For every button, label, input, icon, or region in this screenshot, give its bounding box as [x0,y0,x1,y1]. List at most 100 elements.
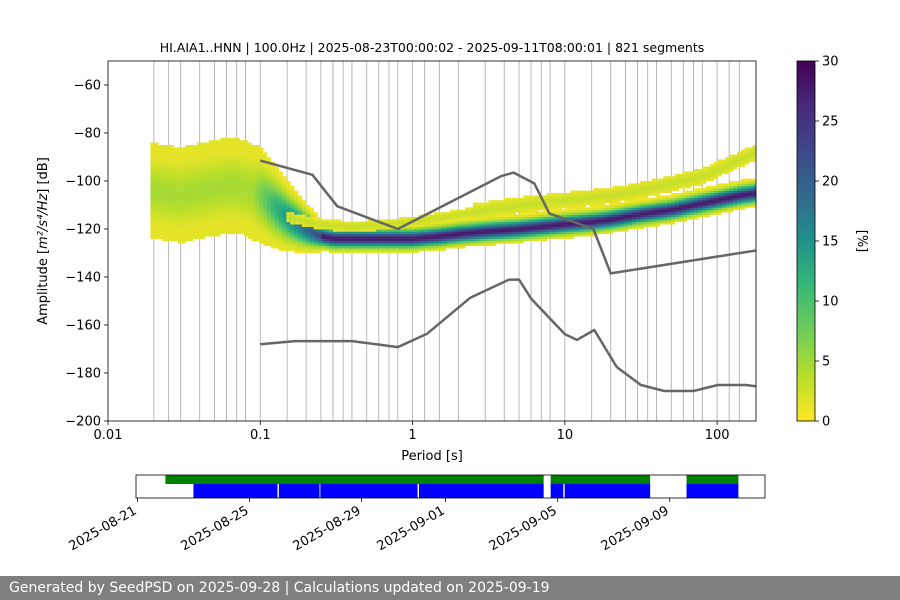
heat-cell [305,245,311,249]
heat-cell [371,236,377,239]
heat-cell [239,217,244,220]
heat-cell [379,231,384,235]
heat-cell [651,197,656,201]
heat-cell [305,224,311,227]
heat-cell [329,229,334,232]
heat-cell [150,152,155,155]
heat-cell [181,147,186,151]
heat-cell [232,197,237,201]
heat-cell [309,250,314,254]
heat-cell [282,205,287,208]
heat-cell [752,190,756,194]
heat-cell [333,229,338,232]
heat-cell [317,226,322,230]
heat-cell [208,173,213,177]
heat-cell [383,226,388,230]
heat-cell [737,205,742,208]
heat-cell [570,193,575,196]
heat-cell [169,233,175,237]
heat-cell [177,161,182,165]
heat-cell [740,202,746,206]
heat-cell [270,193,276,196]
heat-cell [445,236,450,239]
heat-cell [282,224,287,227]
heat-cell [228,185,233,189]
heat-cell [263,229,268,232]
heat-cell [756,193,760,196]
y-axis-label-units: m²/s⁴/Hz [36,193,51,249]
heat-cell [150,221,155,225]
heat-cell [604,193,610,196]
heat-cell [550,200,555,203]
date-tick-label: 2025-08-29 [291,503,364,554]
heat-cell [208,231,213,235]
heat-cell [193,226,198,230]
heat-cell [243,157,248,160]
heat-cell [243,200,248,203]
heat-cell [220,202,225,206]
heat-cell [239,173,244,177]
heat-cell [729,185,734,189]
heat-cell [189,171,194,175]
heat-cell [488,214,493,218]
heat-cell [286,200,291,203]
heat-cell [177,236,182,239]
heat-cell [185,166,190,170]
heat-cell [344,245,349,249]
heat-cell [255,169,260,172]
heat-cell [472,229,478,232]
heat-cell [274,193,279,196]
heat-cell [165,169,171,172]
heat-cell [558,212,563,215]
heat-cell [158,233,163,237]
heat-cell [278,229,283,232]
heat-cell [430,224,435,227]
heat-cell [453,238,458,242]
heat-cell [185,154,190,158]
heat-cell [259,241,264,244]
heat-cell [282,221,287,225]
heat-cell [441,221,446,225]
heat-cell [542,231,547,235]
heat-cell [488,226,493,230]
heat-cell [698,197,703,201]
heat-cell [286,231,291,235]
heat-cell [193,147,198,151]
heat-cell [259,217,264,220]
heat-cell [333,226,338,230]
heat-cell [383,233,388,237]
heat-cell [604,226,610,230]
heat-cell [266,219,272,223]
date-ticks: 2025-08-21 2025-08-25 2025-08-29 2025-09-01… [66,498,672,554]
heat-cell [581,229,586,232]
heat-cell [321,243,326,247]
heat-cell [360,245,365,249]
heat-cell [197,190,202,194]
heat-cell [655,207,660,211]
heat-cell [437,221,443,225]
heat-cell [713,207,718,211]
heat-cell [251,178,256,182]
heat-cell [216,147,221,151]
heat-cell [643,185,649,189]
heat-cell [538,207,544,211]
heat-cell [162,226,167,230]
heat-cell [430,231,435,235]
heat-cell [484,219,489,223]
heat-cell [445,212,450,215]
heat-cell [492,217,497,220]
heat-cell [344,241,349,244]
heat-cell [255,149,260,153]
heat-cell [181,185,186,189]
heat-cell [247,209,252,213]
heat-cell [274,245,279,249]
heat-cell [465,207,470,211]
heat-cell [667,181,672,184]
heat-cell [154,195,159,199]
heat-cell [678,193,683,196]
heat-cell [608,200,614,203]
heat-cell [162,173,167,177]
heat-cell [422,248,427,251]
heat-cell [169,217,175,220]
heat-cell [181,217,186,220]
